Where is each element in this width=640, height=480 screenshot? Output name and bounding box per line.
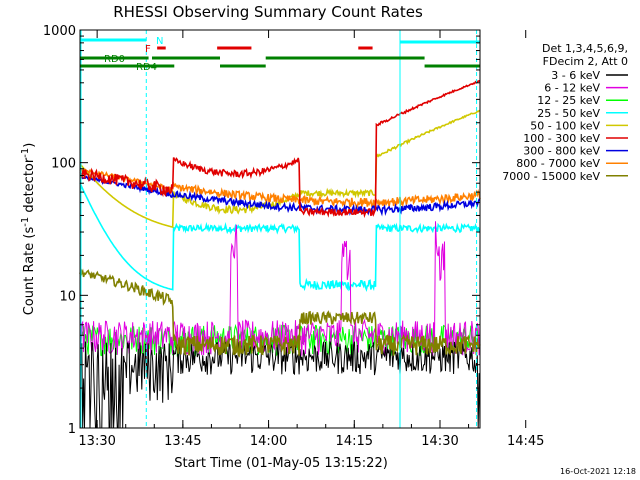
- series-line-300-800-kev: [79, 174, 481, 217]
- series-line-25-50-kev: [79, 182, 481, 293]
- legend-label: 50 - 100 keV: [530, 119, 600, 132]
- legend: Det 1,3,4,5,6,9,FDecim 2, Att 03 - 6 keV…: [502, 42, 628, 183]
- y-axis-label: Count Rate (s-1 detector-1): [20, 143, 37, 316]
- legend-label: 7000 - 15000 keV: [502, 170, 600, 183]
- legend-label: 12 - 25 keV: [537, 94, 600, 107]
- legend-header-line: FDecim 2, Att 0: [543, 55, 628, 68]
- series-line-7000-15000-kev: [79, 268, 481, 358]
- legend-label: 3 - 6 keV: [551, 69, 600, 82]
- y-tick-label-100: 100: [51, 157, 76, 172]
- x-tick-label-1345: 13:45: [164, 434, 201, 449]
- x-axis-label: Start Time (01-May-05 13:15:22): [174, 456, 388, 471]
- axis-ticks: 13:30 13:45 14:00 14:15 14:30 14:45 1 10 100 1000: [43, 24, 545, 449]
- y-tick-label-1000: 1000: [43, 24, 76, 39]
- series-line-50-100-kev: [79, 109, 481, 229]
- legend-label: 100 - 300 keV: [523, 132, 600, 145]
- legend-header-line: Det 1,3,4,5,6,9,: [542, 42, 628, 55]
- flag-label-f: F: [145, 44, 151, 55]
- legend-label: 800 - 7000 keV: [516, 157, 600, 170]
- y-tick-label-1: 1: [68, 422, 76, 437]
- plot-frame: [79, 29, 481, 429]
- flag-label-rd4: RD4: [136, 62, 157, 73]
- legend-label: 6 - 12 keV: [544, 82, 600, 95]
- flag-label-n: N: [156, 36, 163, 47]
- x-tick-label-1330: 13:30: [78, 434, 115, 449]
- x-tick-label-1415: 14:15: [336, 434, 373, 449]
- footer-timestamp: 16-Oct-2021 12:18: [560, 467, 636, 476]
- legend-label: 300 - 800 keV: [523, 145, 600, 158]
- legend-label: 25 - 50 keV: [537, 107, 600, 120]
- x-tick-label-1445: 14:45: [507, 434, 544, 449]
- flag-label-rd0: RD0: [104, 54, 125, 65]
- y-tick-label-10: 10: [59, 289, 76, 304]
- x-tick-label-1430: 14:30: [421, 434, 458, 449]
- chart-title: RHESSI Observing Summary Count Rates: [113, 3, 423, 21]
- x-tick-label-1400: 14:00: [250, 434, 287, 449]
- data-layer: NF RD0 RD4: [79, 30, 481, 429]
